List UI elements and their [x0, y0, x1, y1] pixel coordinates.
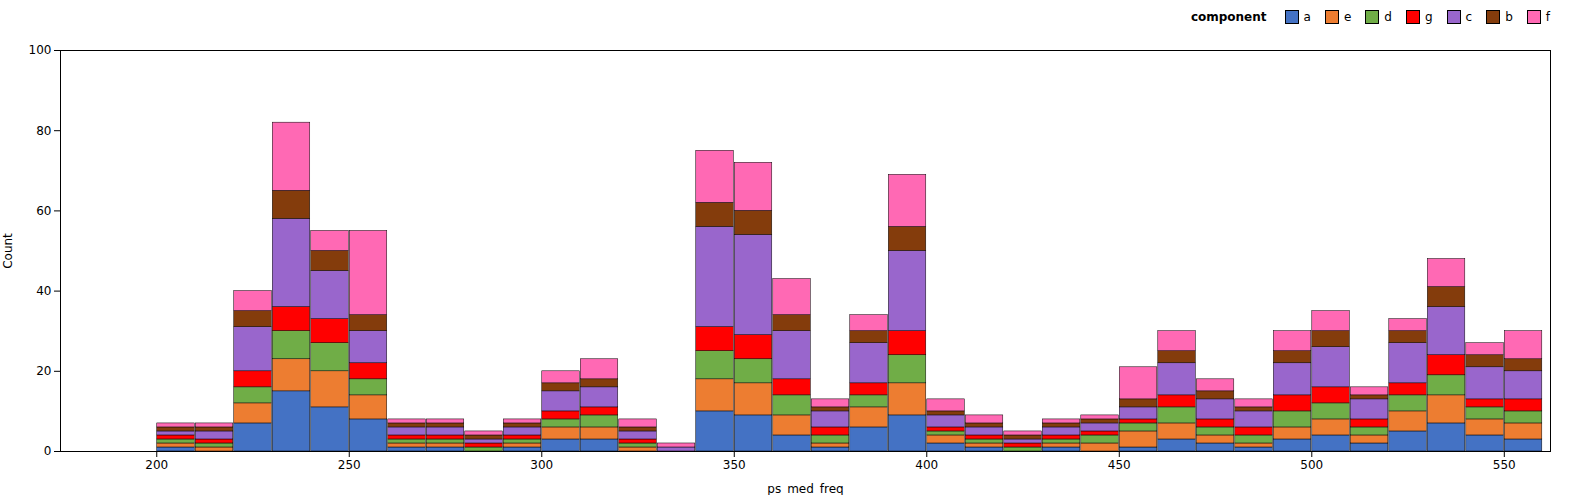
svg-text:40: 40 — [36, 284, 51, 298]
html-text:g: g — [1424, 10, 1433, 24]
svg-text:400: 400 — [915, 458, 938, 472]
html-text:f: f — [1545, 10, 1550, 24]
svg-text:Count: Count — [1, 233, 15, 269]
svg-text:100: 100 — [29, 43, 52, 57]
html-text:b: b — [1505, 10, 1513, 24]
svg-text:300: 300 — [530, 458, 553, 472]
svg-text:20: 20 — [36, 364, 51, 378]
html-text:d: d — [1384, 10, 1392, 24]
svg-text:550: 550 — [1493, 458, 1516, 472]
svg-text:ps_med_freq: ps_med_freq — [767, 482, 843, 495]
svg-text:450: 450 — [1108, 458, 1131, 472]
svg-text:80: 80 — [36, 124, 51, 138]
svg-text:250: 250 — [338, 458, 361, 472]
html-text:a: a — [1303, 10, 1311, 24]
svg-text:200: 200 — [145, 458, 168, 472]
svg-text:0: 0 — [44, 444, 52, 458]
svg-text:500: 500 — [1300, 458, 1323, 472]
html-text:e: e — [1343, 10, 1352, 24]
svg-text:60: 60 — [36, 204, 51, 218]
html-text:component: component — [1190, 10, 1267, 24]
html-text:c: c — [1465, 10, 1473, 24]
svg-text:350: 350 — [723, 458, 746, 472]
